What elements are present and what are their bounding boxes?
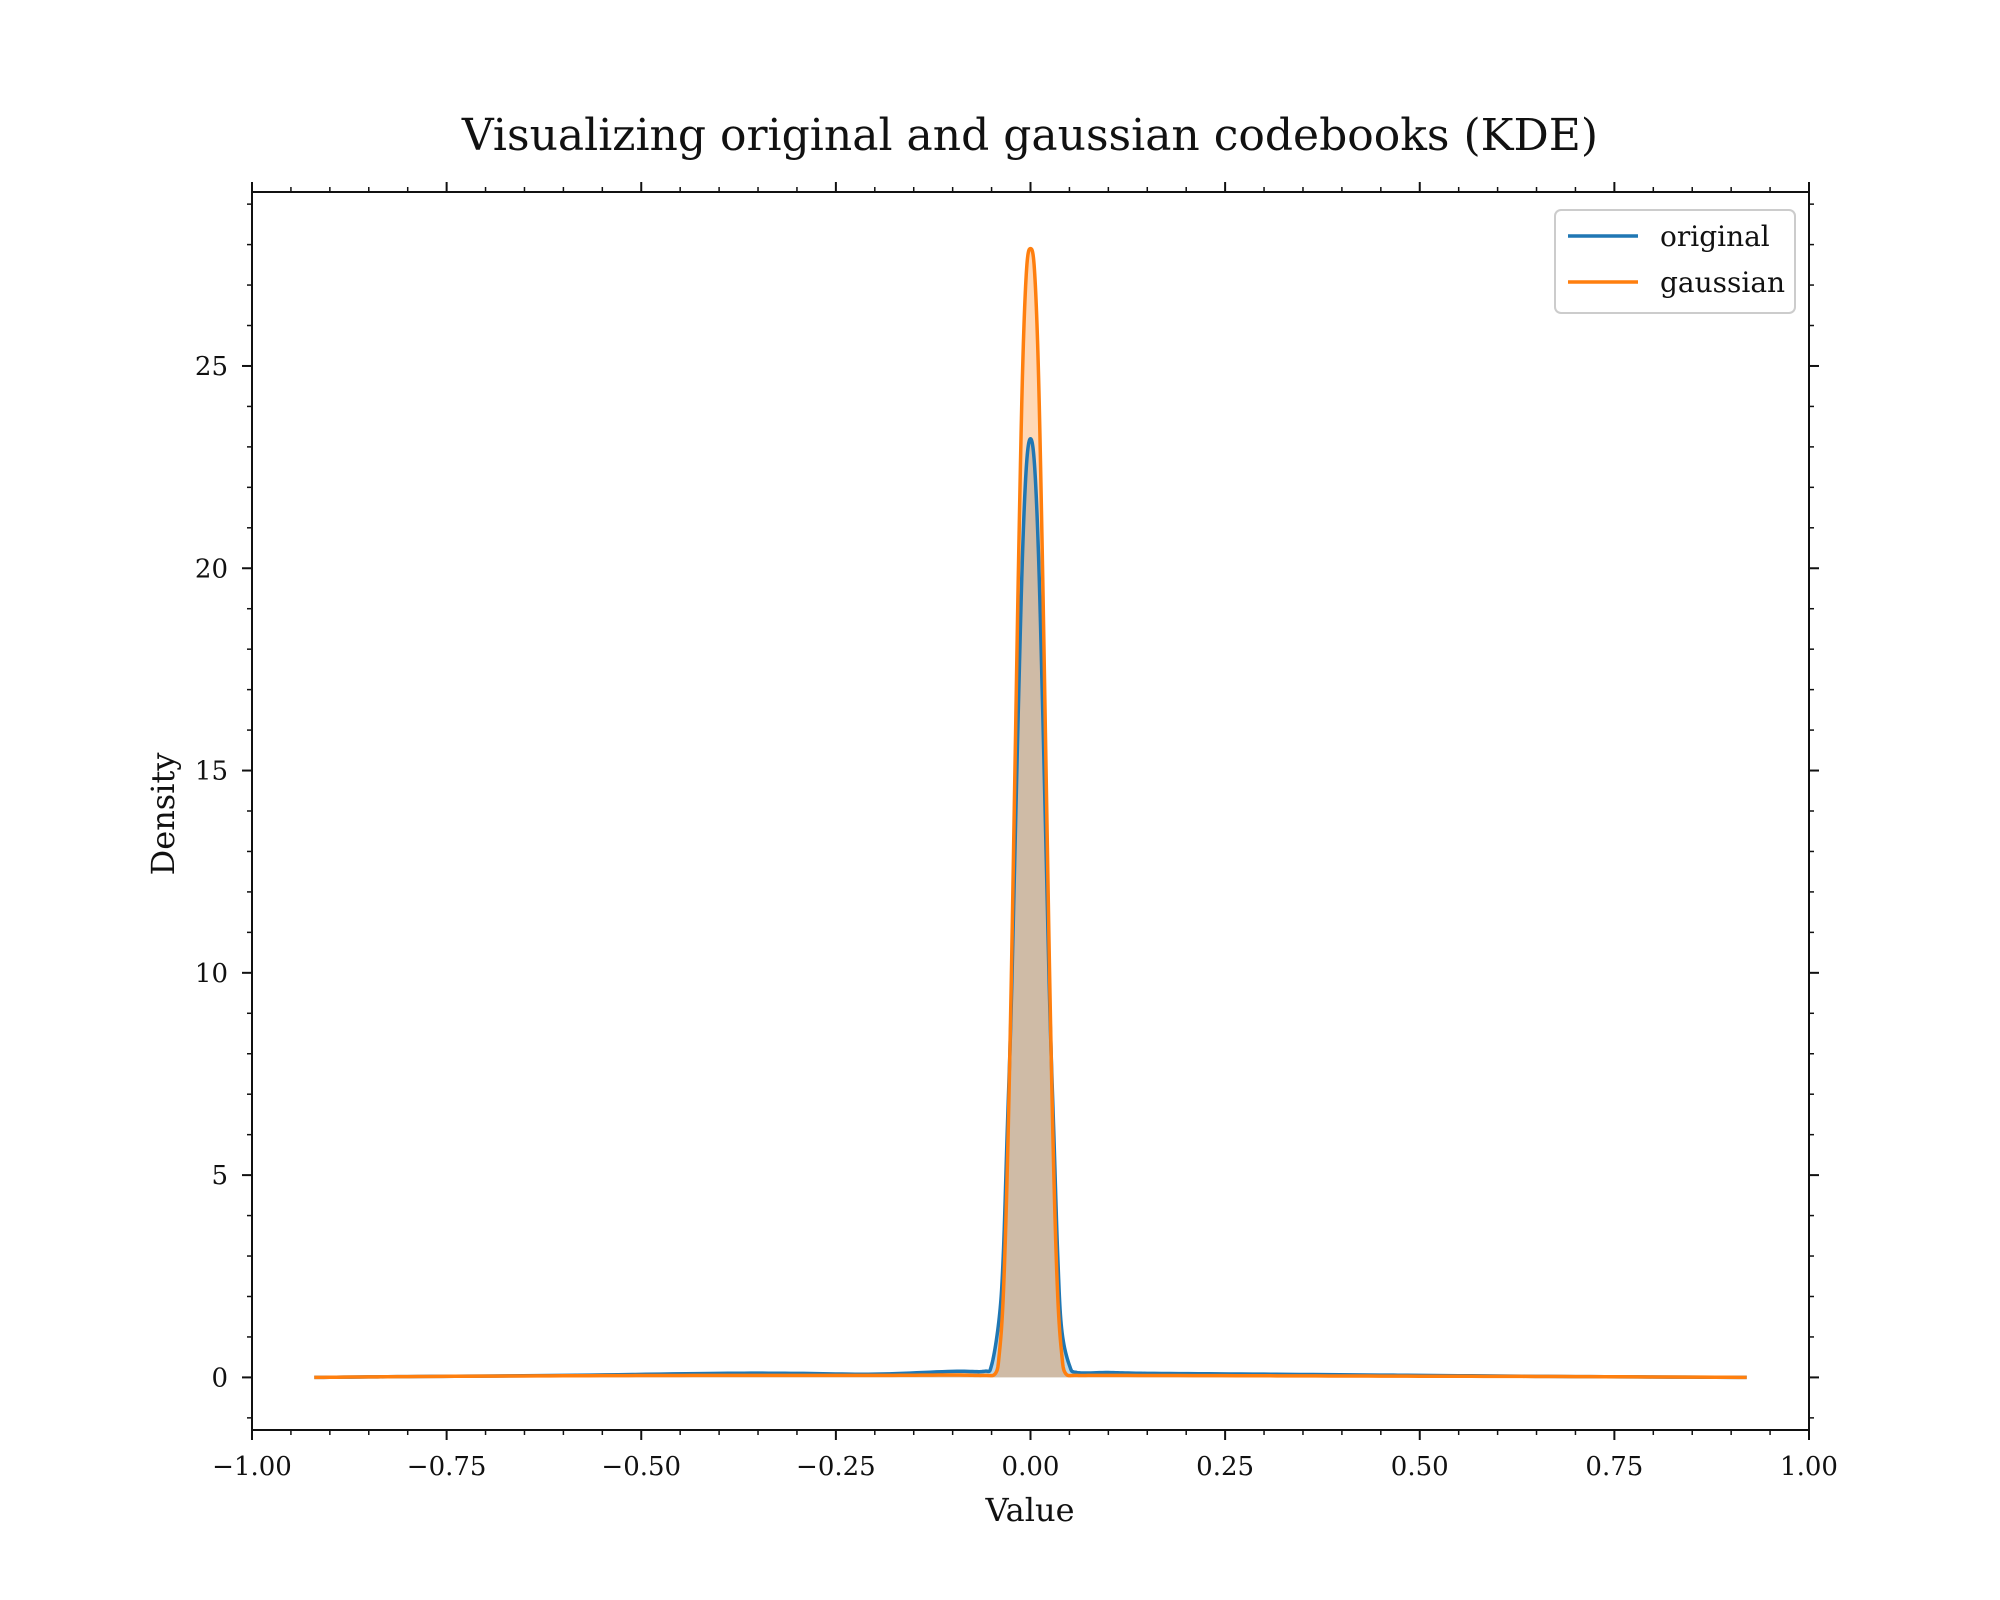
legend-label-original: original: [1660, 220, 1770, 253]
x-axis: −1.00 −0.75 −0.50 −0.25 0.00 0.25 0.50 0.75 1.00: [212, 182, 1838, 1482]
x-tick-label: 0.00: [1002, 1452, 1060, 1482]
x-tick-label: −1.00: [212, 1452, 292, 1482]
x-tick-label: 1.00: [1780, 1452, 1838, 1482]
y-tick-label: 5: [211, 1161, 228, 1191]
x-tick-label: −0.50: [601, 1452, 681, 1482]
y-axis-label: Density: [144, 753, 182, 876]
x-tick-label: 0.25: [1196, 1452, 1254, 1482]
legend: original gaussian: [1554, 209, 1796, 314]
series-fill-gaussian: [314, 248, 1747, 1378]
y-tick-label: 0: [211, 1363, 228, 1393]
x-tick-label: 0.50: [1391, 1452, 1449, 1482]
x-tick-label: −0.25: [796, 1452, 876, 1482]
x-tick-label: −0.75: [407, 1452, 487, 1482]
series-fill-original: [314, 438, 1747, 1378]
y-axis: 0 5 10 15 20 25: [195, 203, 1819, 1419]
legend-label-gaussian: gaussian: [1660, 266, 1785, 299]
x-axis-label: Value: [984, 1491, 1074, 1529]
y-tick-label: 20: [195, 554, 228, 584]
x-tick-label: 0.75: [1585, 1452, 1643, 1482]
chart-title: Visualizing original and gaussian codebo…: [461, 110, 1598, 161]
y-tick-label: 15: [195, 757, 228, 787]
y-tick-label: 10: [195, 959, 228, 989]
series-line-gaussian: [314, 246, 1747, 1380]
plot-area: [251, 191, 1810, 1431]
series-line-original: [314, 437, 1747, 1380]
y-tick-label: 25: [195, 352, 228, 382]
